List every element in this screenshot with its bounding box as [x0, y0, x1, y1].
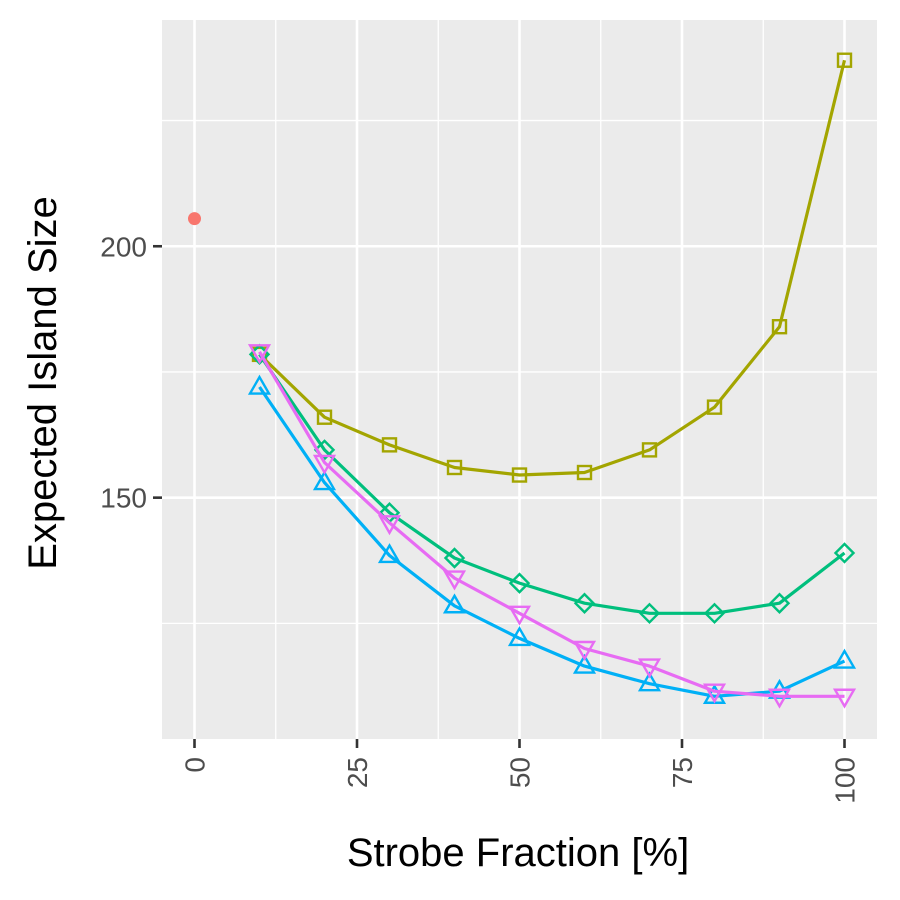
data-point	[703, 602, 726, 624]
data-point	[702, 683, 727, 704]
data-point	[572, 653, 597, 674]
x-tick-label: 75	[667, 757, 698, 788]
x-axis-title: Strobe Fraction [%]	[347, 831, 689, 875]
x-tick-label: 100	[830, 757, 861, 804]
data-point	[377, 543, 402, 564]
data-point	[381, 437, 398, 453]
data-point	[767, 688, 792, 709]
series-5	[247, 344, 857, 709]
data-point	[312, 470, 337, 491]
data-point	[573, 592, 596, 614]
data-point	[832, 688, 857, 709]
x-tick-label: 50	[505, 757, 536, 788]
axes: 0 25 50 75 100 150 200	[100, 231, 860, 803]
data-point	[641, 442, 658, 458]
major-gridlines	[162, 20, 877, 739]
data-point	[768, 592, 791, 614]
data-point	[833, 542, 856, 564]
data-point	[446, 459, 463, 476]
data-point	[576, 464, 593, 481]
y-tick-label: 200	[100, 231, 147, 262]
data-point	[247, 344, 272, 365]
data-point	[442, 570, 467, 591]
data-point	[836, 52, 853, 68]
y-tick-label: 150	[100, 483, 147, 514]
data-point	[377, 515, 402, 536]
series-line	[258, 59, 847, 477]
data-point	[312, 454, 337, 475]
data-point	[443, 547, 466, 569]
data-point	[507, 605, 532, 626]
data-point	[637, 671, 662, 692]
data-point	[637, 658, 662, 679]
data-point	[511, 467, 528, 483]
data-point	[572, 640, 597, 661]
data-point	[442, 593, 467, 614]
data-point	[638, 602, 661, 624]
data-point	[188, 212, 201, 226]
x-tick-label: 0	[180, 757, 211, 773]
data-point	[508, 572, 531, 594]
y-axis-title: Expected Island Size	[21, 196, 65, 570]
data-point	[771, 319, 788, 335]
series-1	[188, 212, 201, 226]
series-line	[258, 350, 845, 698]
series-layer	[188, 52, 857, 709]
data-point	[313, 439, 336, 461]
data-point	[247, 374, 272, 395]
series-line	[258, 353, 846, 615]
x-tick-label: 25	[342, 757, 373, 788]
data-point	[507, 626, 532, 647]
data-point	[706, 399, 723, 415]
data-point	[316, 409, 333, 425]
data-point	[832, 648, 857, 669]
